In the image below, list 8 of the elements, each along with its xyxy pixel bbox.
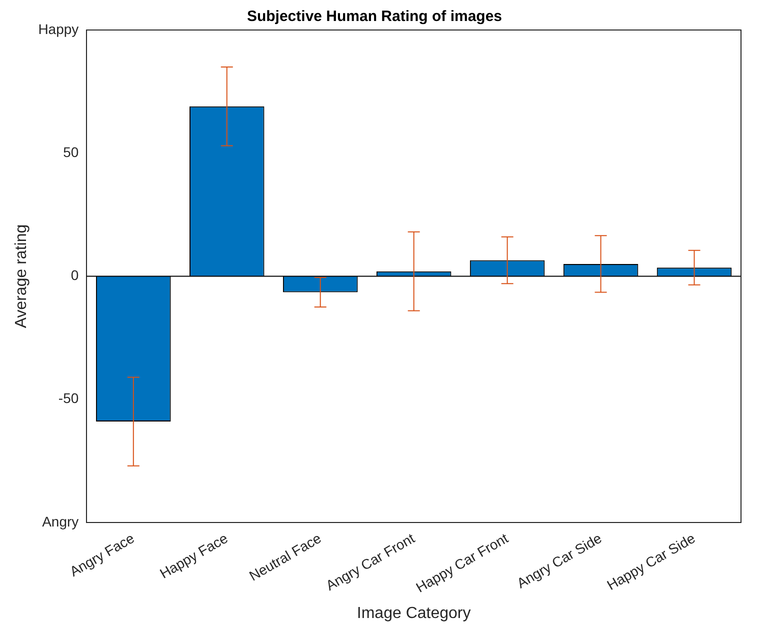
y-tick-label: Happy — [38, 20, 79, 37]
chart-title: Subjective Human Rating of images — [246, 8, 502, 26]
x-axis-title: Image Category — [356, 604, 471, 622]
y-tick-label: 0 — [70, 267, 79, 284]
y-tick-label: -50 — [58, 390, 79, 406]
y-axis-title: Average rating — [13, 224, 30, 328]
y-tick-label: Angry — [42, 513, 79, 530]
y-tick-label: 50 — [63, 144, 79, 160]
